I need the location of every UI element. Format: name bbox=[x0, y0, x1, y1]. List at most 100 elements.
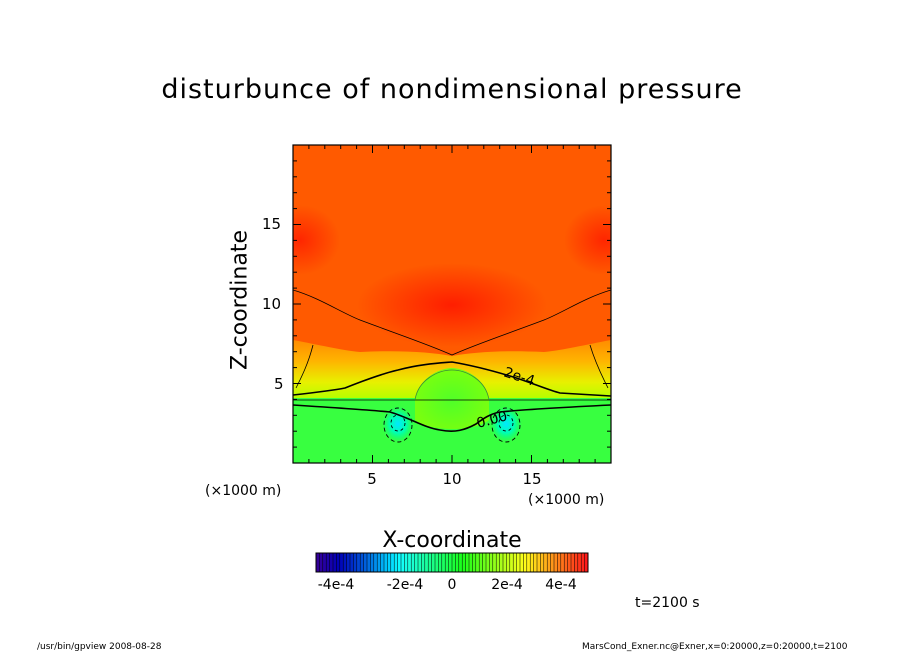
x-unit-label-right: (×1000 m) bbox=[528, 492, 605, 508]
colorbar-tick-label: -2e-4 bbox=[386, 577, 424, 593]
colorbar-segment bbox=[421, 553, 426, 572]
contour-line bbox=[293, 289, 611, 356]
colorbar-segment bbox=[407, 553, 412, 572]
field-low-left bbox=[382, 406, 414, 442]
colorbar-tick-label: -4e-4 bbox=[317, 577, 355, 593]
colorbar-segment bbox=[465, 553, 470, 572]
colorbar-tick-label: 0 bbox=[447, 577, 457, 593]
colorbar-segment bbox=[448, 553, 453, 572]
y-tick-label: 10 bbox=[262, 295, 282, 313]
colorbar-segment bbox=[343, 553, 348, 572]
colorbar-segment bbox=[431, 553, 436, 572]
colorbar-segment bbox=[329, 553, 334, 572]
colorbar-segment bbox=[462, 553, 467, 572]
x-unit-label-left: (×1000 m) bbox=[205, 483, 282, 499]
colorbar-segment bbox=[380, 553, 385, 572]
colorbar-segment bbox=[537, 553, 541, 572]
colorbar-segment bbox=[333, 553, 337, 572]
contour-line-zero bbox=[293, 404, 611, 432]
colorbar-segment bbox=[387, 553, 392, 572]
colorbar-segment bbox=[458, 553, 463, 572]
colorbar-segment bbox=[435, 553, 439, 572]
colorbar-segment bbox=[571, 553, 575, 572]
colorbar-segment bbox=[360, 553, 365, 572]
x-tick-label: 15 bbox=[522, 470, 542, 488]
field-low-right bbox=[490, 406, 522, 442]
field-dome bbox=[415, 368, 489, 429]
colorbar-segment bbox=[523, 553, 528, 572]
colorbar-segment bbox=[424, 553, 429, 572]
y-tick-label: 5 bbox=[274, 375, 284, 393]
colorbar-segment bbox=[516, 553, 521, 572]
colorbar-segment bbox=[503, 553, 507, 572]
colorbar-segment bbox=[469, 553, 473, 572]
contour-line-negative bbox=[390, 414, 406, 432]
colorbar-segment bbox=[356, 553, 361, 572]
colorbar-segment bbox=[346, 553, 351, 572]
colorbar-segment bbox=[530, 553, 535, 572]
colorbar-segment bbox=[526, 553, 531, 572]
colorbar-segment bbox=[547, 553, 552, 572]
field-high-left bbox=[293, 205, 340, 275]
colorbar-segment bbox=[367, 553, 371, 572]
colorbar-tick-label: 2e-4 bbox=[491, 577, 523, 593]
colorbar-segment bbox=[577, 553, 582, 572]
contour-line bbox=[589, 344, 609, 389]
footer-left: /usr/bin/gpview 2008-08-28 bbox=[37, 642, 162, 652]
colorbar-segment bbox=[322, 553, 327, 572]
colorbar-segment bbox=[554, 553, 558, 572]
colorbar-segment bbox=[339, 553, 344, 572]
colorbar-segment bbox=[543, 553, 548, 572]
colorbar-segment bbox=[377, 553, 382, 572]
colorbar-segment bbox=[475, 553, 480, 572]
x-tick-label: 5 bbox=[367, 470, 377, 488]
colorbar-segment bbox=[452, 553, 456, 572]
colorbar-segment bbox=[428, 553, 433, 572]
colorbar-segment bbox=[411, 553, 416, 572]
colorbar-segment bbox=[499, 553, 504, 572]
colorbar-segment bbox=[574, 553, 579, 572]
time-label: t=2100 s bbox=[635, 595, 700, 611]
contour-line bbox=[414, 369, 490, 401]
colorbar-segment bbox=[513, 553, 518, 572]
colorbar-segment bbox=[489, 553, 494, 572]
colorbar-segment bbox=[319, 553, 324, 572]
colorbar-segment bbox=[567, 553, 572, 572]
colorbar-segment bbox=[353, 553, 358, 572]
contour-line-negative bbox=[491, 407, 521, 443]
x-tick-label: 10 bbox=[442, 470, 462, 488]
colorbar-segment bbox=[414, 553, 419, 572]
colorbar bbox=[315, 553, 589, 572]
colorbar-segment bbox=[363, 553, 368, 572]
contour-line-negative bbox=[498, 414, 514, 432]
colorbar-frame bbox=[315, 552, 589, 573]
y-tick-label: 15 bbox=[262, 215, 282, 233]
colorbar-segment bbox=[482, 553, 487, 572]
colorbar-segment bbox=[455, 553, 460, 572]
colorbar-segment bbox=[438, 553, 443, 572]
contour-line-negative bbox=[383, 407, 413, 443]
colorbar-segment bbox=[397, 553, 402, 572]
colorbar-segment bbox=[401, 553, 405, 572]
colorbar-segment bbox=[509, 553, 514, 572]
colorbar-segment bbox=[394, 553, 399, 572]
colorbar-segment bbox=[581, 553, 586, 572]
colorbar-segment bbox=[584, 553, 589, 572]
contour-line-2e-4 bbox=[293, 361, 611, 397]
colorbar-segment bbox=[418, 553, 422, 572]
footer-right: MarsCond_Exner.nc@Exner,x=0:20000,z=0:20… bbox=[582, 642, 848, 652]
colorbar-segment bbox=[564, 553, 569, 572]
colorbar-segment bbox=[350, 553, 354, 572]
colorbar-segment bbox=[404, 553, 409, 572]
colorbar-segment bbox=[520, 553, 524, 572]
colorbar-segment bbox=[496, 553, 501, 572]
chart-title: disturbunce of nondimensional pressure bbox=[161, 74, 743, 105]
colorbar-segment bbox=[492, 553, 497, 572]
colorbar-segment bbox=[441, 553, 446, 572]
colorbar-segment bbox=[370, 553, 375, 572]
colorbar-segment bbox=[486, 553, 490, 572]
colorbar-tick-label: 4e-4 bbox=[545, 577, 577, 593]
colorbar-segment bbox=[506, 553, 511, 572]
colorbar-segment bbox=[479, 553, 484, 572]
field-high-right bbox=[564, 205, 611, 275]
